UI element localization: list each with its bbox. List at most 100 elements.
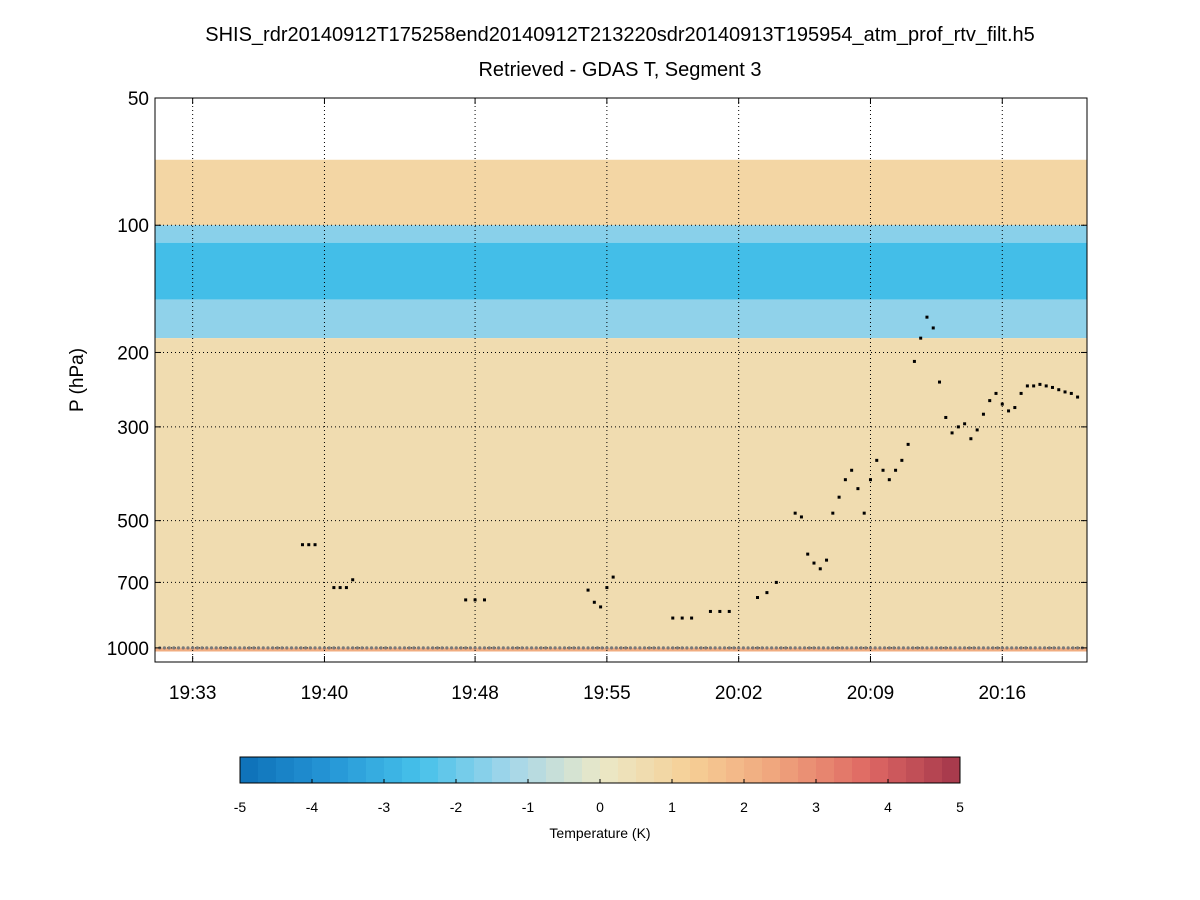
surface-marker-186 xyxy=(1033,646,1037,650)
cloud-top-marker-36 xyxy=(868,478,872,482)
surface-marker-88 xyxy=(572,646,576,650)
y-tick-label-5: 700 xyxy=(117,573,149,594)
surface-marker-72 xyxy=(497,646,501,650)
surface-marker-147 xyxy=(850,646,854,650)
surface-marker-64 xyxy=(459,646,463,650)
surface-marker-159 xyxy=(906,646,910,650)
colorbar-segment-10 xyxy=(420,757,439,783)
cloud-top-marker-19 xyxy=(718,609,722,613)
surface-marker-6 xyxy=(186,646,190,650)
surface-marker-114 xyxy=(694,646,698,650)
surface-marker-194 xyxy=(1071,646,1075,650)
surface-marker-158 xyxy=(901,646,906,650)
colorbar-segment-5 xyxy=(330,757,349,783)
surface-marker-175 xyxy=(981,646,986,650)
cloud-top-marker-44 xyxy=(919,336,923,340)
surface-marker-12 xyxy=(214,646,218,650)
colorbar-segment-1 xyxy=(258,757,277,783)
cloud-top-marker-60 xyxy=(1019,391,1023,395)
colorbar-segment-12 xyxy=(456,757,475,783)
cloud-top-marker-49 xyxy=(950,431,954,435)
surface-marker-167 xyxy=(944,646,948,650)
cloud-top-marker-61 xyxy=(1025,384,1029,388)
field-band-4 xyxy=(155,338,1087,648)
surface-marker-103 xyxy=(642,646,647,650)
y-tick-label-3: 300 xyxy=(117,418,149,439)
colorbar-tick-label-10: 5 xyxy=(956,799,964,815)
surface-marker-151 xyxy=(868,646,873,650)
surface-marker-50 xyxy=(393,646,397,650)
cloud-top-marker-5 xyxy=(344,586,348,590)
surface-marker-40 xyxy=(346,646,350,650)
colorbar-segment-33 xyxy=(834,757,853,783)
surface-marker-74 xyxy=(506,646,510,650)
colorbar-segment-7 xyxy=(366,757,385,783)
surface-marker-84 xyxy=(553,646,557,650)
colorbar-segment-31 xyxy=(798,757,817,783)
surface-marker-189 xyxy=(1047,646,1051,650)
x-tick-label-3: 19:55 xyxy=(583,683,631,704)
surface-marker-180 xyxy=(1005,646,1009,650)
cloud-top-marker-25 xyxy=(799,515,803,519)
cloud-top-marker-15 xyxy=(671,616,675,620)
cloud-top-marker-52 xyxy=(969,437,973,441)
surface-marker-106 xyxy=(657,646,661,650)
surface-marker-193 xyxy=(1066,646,1070,650)
surface-marker-80 xyxy=(534,646,538,650)
surface-marker-91 xyxy=(586,646,590,650)
cloud-top-marker-37 xyxy=(875,458,879,462)
colorbar-segment-9 xyxy=(402,757,421,783)
surface-marker-42 xyxy=(355,646,360,650)
surface-marker-133 xyxy=(784,646,788,650)
surface-marker-67 xyxy=(473,646,477,650)
surface-marker-19 xyxy=(247,646,251,650)
cloud-top-marker-65 xyxy=(1050,385,1054,389)
surface-marker-97 xyxy=(614,646,618,650)
surface-marker-195 xyxy=(1075,646,1080,650)
surface-marker-96 xyxy=(609,646,614,650)
colorbar-segment-0 xyxy=(240,757,259,783)
surface-marker-25 xyxy=(275,646,279,650)
colorbar-tick-label-7: 2 xyxy=(740,799,748,815)
colorbar-segment-39 xyxy=(942,757,961,783)
surface-marker-93 xyxy=(595,646,600,650)
surface-marker-11 xyxy=(209,646,214,650)
y-tick-label-2: 200 xyxy=(117,343,149,364)
cloud-top-marker-26 xyxy=(806,552,810,556)
surface-marker-157 xyxy=(897,646,901,650)
cloud-top-marker-58 xyxy=(1007,409,1011,413)
surface-marker-70 xyxy=(487,646,491,650)
colorbar: -5 -4 -3 -2 -1 0 1 2 3 4 5 xyxy=(234,756,964,815)
surface-marker-113 xyxy=(690,646,694,650)
cloud-top-marker-1 xyxy=(307,543,311,547)
surface-marker-183 xyxy=(1019,646,1023,650)
cloud-top-marker-30 xyxy=(831,511,835,515)
surface-marker-134 xyxy=(788,646,793,650)
surface-marker-131 xyxy=(774,646,778,650)
surface-marker-17 xyxy=(238,646,242,650)
cloud-top-marker-47 xyxy=(938,380,942,384)
surface-marker-28 xyxy=(289,646,294,650)
surface-marker-166 xyxy=(939,646,943,650)
surface-marker-102 xyxy=(638,646,642,650)
cloud-top-marker-7 xyxy=(464,598,468,602)
surface-marker-109 xyxy=(671,646,675,650)
colorbar-tick-label-8: 3 xyxy=(812,799,820,815)
surface-marker-121 xyxy=(727,646,731,650)
cloud-top-marker-39 xyxy=(887,478,891,482)
surface-marker-111 xyxy=(680,646,684,650)
cloud-top-marker-46 xyxy=(931,326,935,330)
colorbar-label: Temperature (K) xyxy=(549,825,650,841)
x-tick-label-2: 19:48 xyxy=(451,683,499,704)
surface-marker-95 xyxy=(605,646,609,650)
surface-marker-27 xyxy=(285,646,289,650)
colorbar-segment-16 xyxy=(528,757,547,783)
surface-marker-7 xyxy=(191,646,195,650)
surface-marker-187 xyxy=(1038,646,1042,650)
cloud-top-marker-59 xyxy=(1013,406,1017,410)
colorbar-tick-label-4: -1 xyxy=(522,799,535,815)
surface-marker-98 xyxy=(619,646,623,650)
cloud-top-marker-14 xyxy=(611,575,615,579)
surface-marker-44 xyxy=(365,646,369,650)
cloud-top-marker-22 xyxy=(765,591,769,595)
